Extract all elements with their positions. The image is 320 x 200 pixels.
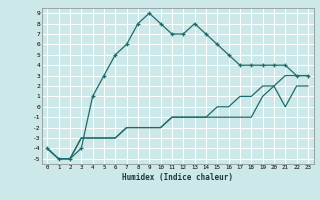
X-axis label: Humidex (Indice chaleur): Humidex (Indice chaleur) [122, 173, 233, 182]
